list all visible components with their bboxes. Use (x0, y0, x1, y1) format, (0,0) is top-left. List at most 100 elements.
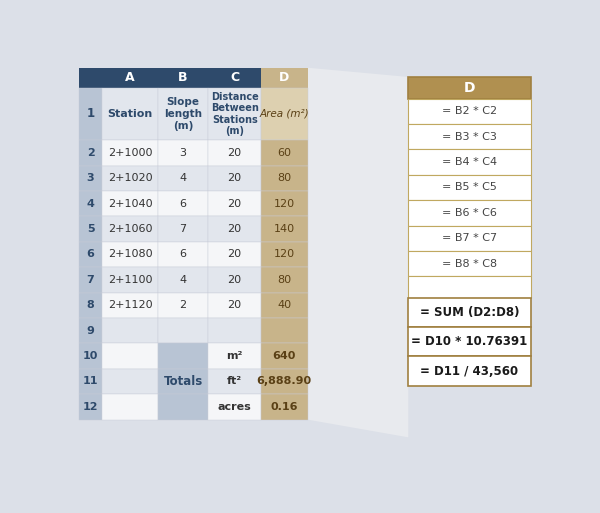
Bar (102, 166, 158, 191)
Text: 640: 640 (272, 351, 296, 361)
Bar (102, 68, 158, 88)
Text: = B3 * C3: = B3 * C3 (442, 132, 497, 142)
Bar (79, 68, 308, 420)
Bar (408, 200, 531, 226)
Text: 20: 20 (227, 249, 242, 260)
Bar (261, 166, 308, 191)
Text: = B6 * C6: = B6 * C6 (442, 208, 497, 218)
Bar (208, 394, 261, 420)
Text: B: B (178, 71, 188, 84)
Text: 2+1020: 2+1020 (108, 173, 152, 183)
Bar (208, 166, 261, 191)
Text: = B2 * C2: = B2 * C2 (442, 106, 497, 116)
Bar (261, 318, 308, 343)
Bar (261, 216, 308, 242)
Bar (79, 68, 102, 88)
Text: = B5 * C5: = B5 * C5 (442, 183, 497, 192)
Bar (102, 191, 158, 216)
Polygon shape (308, 68, 408, 437)
Bar (208, 140, 261, 166)
Text: 6,888.90: 6,888.90 (257, 377, 312, 386)
Bar (208, 216, 261, 242)
Text: Slope
length
(m): Slope length (m) (164, 97, 202, 130)
Bar (208, 242, 261, 267)
Bar (261, 267, 308, 292)
Text: 7: 7 (86, 275, 94, 285)
Text: Area (m²): Area (m²) (259, 109, 309, 119)
Text: 7: 7 (179, 224, 187, 234)
Text: 4: 4 (86, 199, 94, 209)
Bar (79, 318, 102, 343)
Text: 9: 9 (86, 326, 94, 336)
Text: D: D (279, 71, 289, 84)
Bar (79, 140, 102, 166)
Bar (408, 277, 531, 298)
Bar (408, 226, 531, 251)
Bar (261, 88, 308, 140)
Bar (208, 318, 261, 343)
Text: 120: 120 (274, 249, 295, 260)
Bar (158, 242, 208, 267)
Text: 2: 2 (179, 300, 187, 310)
Bar (158, 343, 208, 369)
Bar (79, 369, 102, 394)
Bar (408, 175, 531, 200)
Text: 8: 8 (86, 300, 94, 310)
Text: = B7 * C7: = B7 * C7 (442, 233, 497, 243)
Bar (408, 327, 531, 357)
Bar (408, 251, 531, 277)
Bar (261, 68, 308, 88)
Bar (158, 394, 208, 420)
Bar (158, 166, 208, 191)
Bar (208, 267, 261, 292)
Text: D: D (464, 81, 475, 95)
Text: Distance
Between
Stations
(m): Distance Between Stations (m) (211, 91, 259, 136)
Text: 5: 5 (86, 224, 94, 234)
Text: 20: 20 (227, 173, 242, 183)
Bar (158, 88, 208, 140)
Text: 20: 20 (227, 275, 242, 285)
Text: 0.16: 0.16 (271, 402, 298, 412)
Bar (408, 124, 531, 149)
Text: 80: 80 (277, 173, 292, 183)
Text: 3: 3 (179, 148, 187, 158)
Text: = B4 * C4: = B4 * C4 (442, 157, 497, 167)
Text: 6: 6 (179, 199, 187, 209)
Text: = SUM (D2:D8): = SUM (D2:D8) (420, 306, 519, 319)
Bar (261, 292, 308, 318)
Text: 11: 11 (83, 377, 98, 386)
Text: 2: 2 (86, 148, 94, 158)
Bar (102, 242, 158, 267)
Text: 2+1120: 2+1120 (108, 300, 152, 310)
Bar (158, 216, 208, 242)
Bar (79, 242, 102, 267)
Text: Totals: Totals (163, 375, 203, 388)
Bar (408, 357, 531, 386)
Bar (79, 343, 102, 369)
Text: 80: 80 (277, 275, 292, 285)
Bar (158, 191, 208, 216)
Text: 6: 6 (86, 249, 94, 260)
Bar (79, 267, 102, 292)
Text: = B8 * C8: = B8 * C8 (442, 259, 497, 269)
Bar (261, 140, 308, 166)
Bar (79, 191, 102, 216)
Bar (208, 68, 261, 88)
Bar (208, 191, 261, 216)
Text: 2+1080: 2+1080 (108, 249, 152, 260)
Bar (102, 216, 158, 242)
Text: 2+1100: 2+1100 (108, 275, 152, 285)
Bar (208, 343, 261, 369)
Bar (79, 88, 102, 140)
Text: m²: m² (226, 351, 243, 361)
Text: acres: acres (218, 402, 251, 412)
Bar (261, 369, 308, 394)
Bar (158, 267, 208, 292)
Text: A: A (125, 71, 135, 84)
Bar (102, 318, 158, 343)
Text: 1: 1 (86, 107, 95, 121)
Text: 2+1040: 2+1040 (108, 199, 152, 209)
Bar (261, 394, 308, 420)
Text: 4: 4 (179, 173, 187, 183)
Text: Station: Station (107, 109, 152, 119)
